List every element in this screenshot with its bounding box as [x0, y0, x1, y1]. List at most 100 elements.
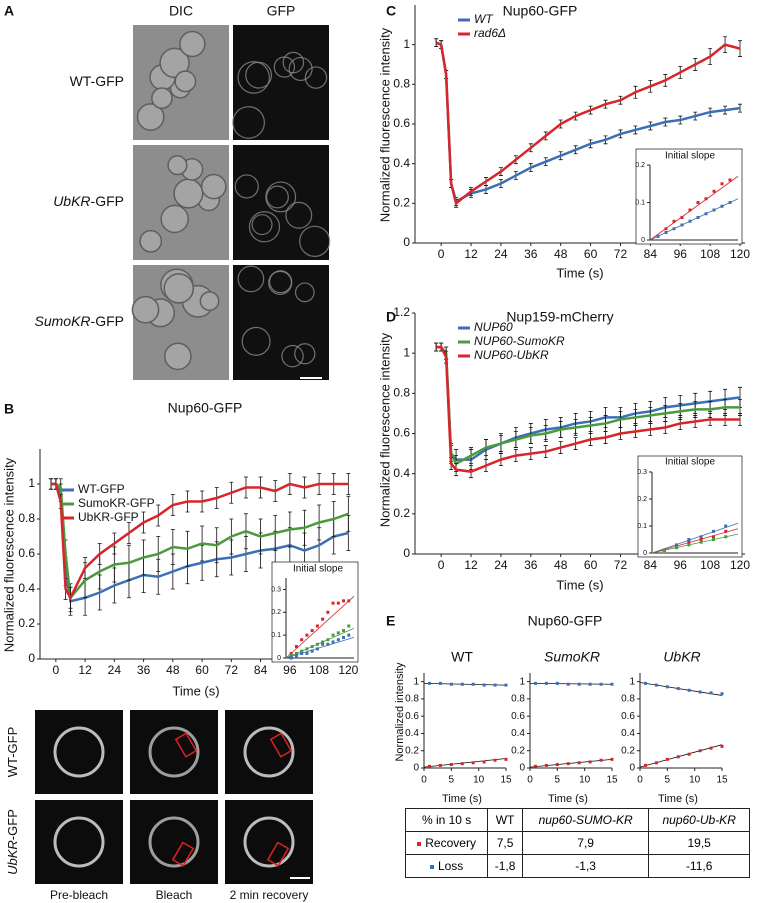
- frap-image: [225, 710, 313, 794]
- point: [427, 764, 431, 768]
- series-line: [50, 482, 349, 601]
- panel-letter: B: [4, 401, 14, 417]
- point: [588, 682, 592, 686]
- y-tick-label: 0.1: [635, 199, 645, 206]
- chart-title: Initial slope: [665, 457, 715, 468]
- point: [289, 656, 293, 660]
- x-tick-label: 60: [584, 247, 598, 261]
- nucleus: [243, 726, 295, 778]
- point: [305, 647, 309, 651]
- point: [347, 624, 351, 628]
- point: [294, 651, 298, 655]
- header-cell: nup60-SUMO-KR: [521, 808, 650, 832]
- table-header: % in 10 s WT nup60-SUMO-KR nup60-Ub-KR: [404, 808, 750, 832]
- point: [664, 227, 668, 231]
- bleach-roi: [171, 841, 195, 867]
- panel-letter: A: [4, 3, 14, 19]
- point: [599, 758, 603, 762]
- point: [680, 223, 684, 227]
- y-tick-label: 0: [277, 655, 281, 662]
- legend-label: WT: [474, 12, 494, 26]
- y-tick-label: 0.2: [18, 616, 35, 630]
- point: [566, 682, 570, 686]
- header-cell: WT: [487, 808, 523, 832]
- y-tick-label: 0.4: [18, 581, 35, 595]
- frap-image: [225, 800, 313, 884]
- panel-letter: C: [386, 3, 396, 19]
- point: [310, 649, 314, 653]
- x-tick-label: 36: [524, 558, 538, 572]
- point: [610, 682, 614, 686]
- column-label: 2 min recovery: [230, 888, 309, 902]
- point: [728, 201, 732, 204]
- point: [342, 599, 346, 603]
- column-label: Bleach: [156, 888, 193, 902]
- y-tick-label: 0.6: [511, 711, 525, 722]
- cell: [248, 211, 281, 243]
- point: [493, 758, 497, 762]
- bleach-roi: [266, 841, 290, 867]
- x-tick-label: 5: [665, 775, 671, 786]
- chart-title: Initial slope: [293, 564, 343, 575]
- point: [709, 691, 713, 695]
- x-tick-label: 5: [449, 775, 455, 786]
- point: [675, 546, 679, 550]
- y-axis-label: Normalized intensity: [394, 662, 406, 762]
- frap-image: [35, 710, 123, 794]
- fit-line: [423, 682, 507, 686]
- y-tick-label: 0.2: [635, 162, 645, 169]
- x-axis-label: Time (s): [556, 265, 603, 280]
- x-tick-label: 24: [494, 247, 508, 261]
- y-tick-label: 0: [519, 763, 525, 774]
- cell: [237, 61, 270, 94]
- point: [347, 633, 351, 637]
- legend-label: SumoKR-GFP: [78, 496, 155, 510]
- y-axis-label: Normalized fluorescence intensity: [1, 457, 16, 652]
- point: [289, 654, 293, 658]
- frap-image: [35, 800, 123, 884]
- error-bar: [346, 495, 351, 532]
- x-tick-label: 108: [700, 558, 720, 572]
- y-tick-label: 1: [629, 676, 635, 687]
- fit-line: [529, 682, 613, 685]
- row-label: UbKR-GFP: [53, 193, 124, 209]
- y-tick-label: 0.8: [393, 386, 410, 400]
- point: [687, 540, 691, 544]
- point: [662, 548, 666, 552]
- point: [321, 640, 325, 644]
- x-tick-label: 96: [283, 663, 297, 677]
- point: [331, 601, 335, 605]
- legend-label: NUP60-UbKR: [474, 348, 549, 362]
- cell: [234, 174, 259, 199]
- panel-letter: E: [386, 613, 395, 629]
- x-tick-label: 12: [78, 663, 92, 677]
- label-text: -GFP: [5, 809, 20, 840]
- point: [675, 543, 679, 547]
- x-tick-label: 12: [464, 558, 478, 572]
- point: [676, 755, 680, 759]
- cell: [268, 270, 293, 295]
- y-tick-label: 0: [28, 651, 35, 665]
- column-label: Pre-bleach: [50, 888, 108, 902]
- point: [687, 538, 691, 541]
- inset-frame: [635, 148, 743, 245]
- point: [300, 651, 304, 655]
- point: [326, 638, 330, 642]
- y-tick-label: 0.8: [393, 77, 410, 91]
- cell: [163, 342, 192, 371]
- x-tick-label: 120: [730, 247, 750, 261]
- column-label: GFP: [267, 3, 296, 19]
- point: [599, 682, 603, 686]
- point: [696, 216, 700, 219]
- nucleus: [243, 816, 295, 868]
- cell: [163, 273, 195, 304]
- gfp-image: [233, 145, 329, 260]
- table-row: Loss -1,8 -1,3 -11,6: [404, 854, 750, 878]
- point: [698, 749, 702, 753]
- x-tick-label: 10: [579, 775, 591, 786]
- y-tick-label: 0: [413, 763, 419, 774]
- point: [654, 761, 658, 765]
- y-tick-label: 0.3: [271, 586, 281, 593]
- y-tick-label: 0.6: [18, 546, 35, 560]
